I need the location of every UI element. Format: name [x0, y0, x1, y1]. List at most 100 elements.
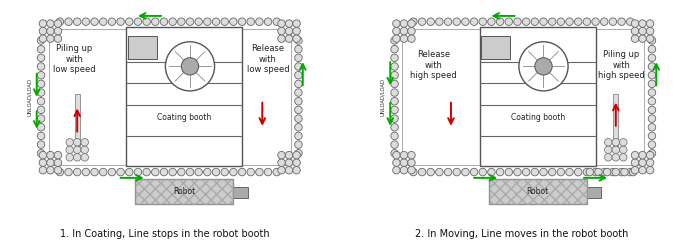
Circle shape	[278, 27, 286, 35]
Circle shape	[178, 18, 185, 26]
Circle shape	[427, 168, 435, 176]
Circle shape	[400, 20, 407, 27]
Circle shape	[37, 37, 45, 44]
Circle shape	[81, 146, 88, 154]
Circle shape	[605, 139, 612, 146]
Circle shape	[646, 35, 654, 42]
Bar	[135, 179, 233, 204]
Circle shape	[631, 151, 639, 159]
Circle shape	[65, 168, 72, 176]
Circle shape	[488, 168, 495, 176]
Circle shape	[410, 168, 417, 176]
Circle shape	[265, 168, 272, 176]
Circle shape	[629, 168, 637, 176]
Circle shape	[293, 35, 300, 42]
Circle shape	[618, 168, 625, 176]
Circle shape	[603, 168, 611, 176]
Circle shape	[586, 168, 594, 176]
Circle shape	[400, 159, 407, 167]
Circle shape	[54, 20, 62, 27]
Circle shape	[609, 18, 617, 26]
Circle shape	[453, 18, 461, 26]
Circle shape	[427, 18, 435, 26]
Circle shape	[639, 35, 646, 42]
Circle shape	[143, 168, 150, 176]
Circle shape	[278, 35, 286, 42]
Circle shape	[648, 71, 656, 79]
Circle shape	[295, 37, 302, 44]
Circle shape	[212, 18, 220, 26]
Circle shape	[407, 167, 415, 174]
Circle shape	[74, 168, 81, 176]
Circle shape	[238, 168, 246, 176]
Circle shape	[391, 89, 398, 96]
Circle shape	[265, 18, 272, 26]
Circle shape	[391, 115, 398, 122]
Text: Coating booth: Coating booth	[510, 113, 565, 122]
Circle shape	[605, 154, 612, 161]
Circle shape	[54, 151, 62, 159]
Circle shape	[646, 27, 654, 35]
Circle shape	[169, 168, 176, 176]
Circle shape	[295, 45, 302, 53]
Bar	[480, 27, 596, 166]
Circle shape	[601, 18, 608, 26]
Circle shape	[47, 35, 54, 42]
Bar	[587, 187, 601, 198]
Circle shape	[391, 45, 398, 53]
Circle shape	[295, 132, 302, 140]
Bar	[233, 187, 248, 198]
Bar	[135, 179, 233, 204]
Circle shape	[91, 18, 98, 26]
Circle shape	[531, 18, 538, 26]
Circle shape	[295, 71, 302, 79]
Circle shape	[39, 159, 47, 167]
Circle shape	[391, 54, 398, 62]
Circle shape	[256, 18, 263, 26]
Circle shape	[514, 18, 522, 26]
Circle shape	[295, 97, 302, 105]
Circle shape	[391, 71, 398, 79]
Circle shape	[230, 18, 237, 26]
Text: UNLOAD/LOAD: UNLOAD/LOAD	[381, 78, 386, 116]
Circle shape	[238, 18, 246, 26]
Circle shape	[595, 168, 602, 176]
Circle shape	[407, 151, 415, 159]
Circle shape	[204, 18, 211, 26]
Circle shape	[648, 106, 656, 114]
Circle shape	[278, 159, 286, 167]
Circle shape	[435, 168, 443, 176]
Circle shape	[295, 89, 302, 96]
Circle shape	[91, 168, 98, 176]
Circle shape	[39, 20, 47, 27]
Circle shape	[66, 146, 74, 154]
Circle shape	[646, 20, 654, 27]
Circle shape	[400, 167, 407, 174]
Circle shape	[410, 18, 417, 26]
Circle shape	[108, 168, 116, 176]
Circle shape	[648, 132, 656, 140]
Circle shape	[626, 18, 634, 26]
Circle shape	[39, 27, 47, 35]
Circle shape	[648, 123, 656, 131]
Circle shape	[293, 27, 300, 35]
Circle shape	[400, 151, 407, 159]
Circle shape	[514, 168, 522, 176]
Circle shape	[286, 27, 293, 35]
Circle shape	[195, 168, 202, 176]
Circle shape	[639, 167, 646, 174]
Circle shape	[81, 154, 88, 161]
Circle shape	[479, 168, 486, 176]
Circle shape	[37, 149, 45, 157]
Circle shape	[54, 159, 62, 167]
Bar	[489, 179, 587, 204]
Circle shape	[646, 159, 654, 167]
Circle shape	[74, 154, 81, 161]
Circle shape	[646, 167, 654, 174]
Circle shape	[391, 37, 398, 44]
Circle shape	[165, 42, 215, 91]
Circle shape	[286, 20, 293, 27]
Bar	[127, 27, 242, 166]
Text: Coating booth: Coating booth	[157, 113, 211, 122]
Circle shape	[393, 151, 400, 159]
